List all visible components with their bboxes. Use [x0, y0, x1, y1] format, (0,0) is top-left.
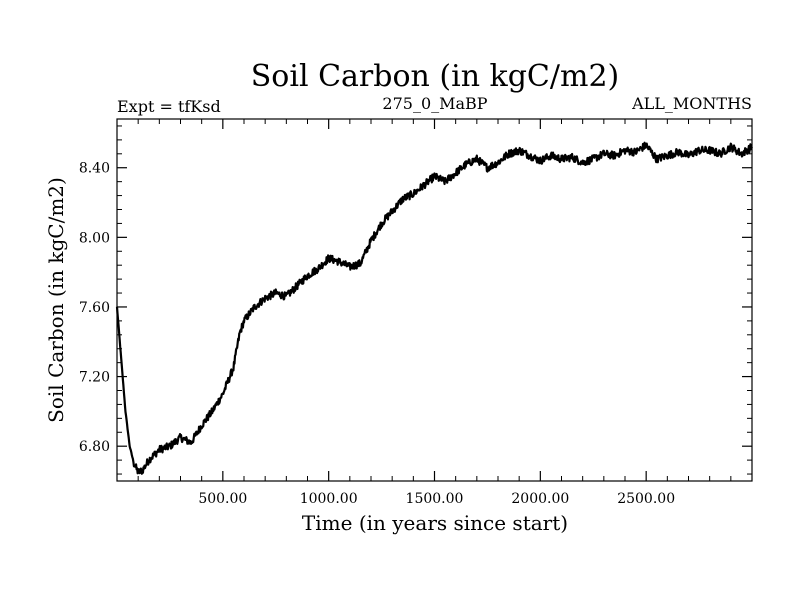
- subtitle-months: ALL_MONTHS: [631, 94, 752, 113]
- subtitle-experiment: Expt = tfKsd: [117, 97, 221, 116]
- x-tick-label: 500.00: [198, 491, 247, 507]
- axis-tick-labels: 500.00 1000.00 1500.00 2000.00 2500.00 6.80 7.…: [79, 161, 675, 507]
- y-tick-label: 6.80: [79, 439, 110, 455]
- y-tick-label: 8.00: [79, 230, 110, 246]
- x-tick-label: 1000.00: [300, 491, 358, 507]
- x-axis-label: Time (in years since start): [302, 511, 568, 535]
- y-tick-label: 7.60: [79, 300, 110, 316]
- y-tick-label: 7.20: [79, 370, 110, 386]
- x-tick-label: 1500.00: [406, 491, 464, 507]
- subtitle-period: 275_0_MaBP: [382, 94, 487, 113]
- y-axis-label: Soil Carbon (in kgC/m2): [44, 177, 68, 423]
- axis-ticks: [117, 119, 752, 481]
- y-tick-label: 8.40: [79, 161, 110, 177]
- soil-carbon-series-line: [115, 141, 753, 475]
- chart-title: Soil Carbon (in kgC/m2): [251, 59, 619, 94]
- x-tick-label: 2000.00: [511, 491, 569, 507]
- series-layer: [115, 141, 753, 475]
- x-tick-label: 2500.00: [617, 491, 675, 507]
